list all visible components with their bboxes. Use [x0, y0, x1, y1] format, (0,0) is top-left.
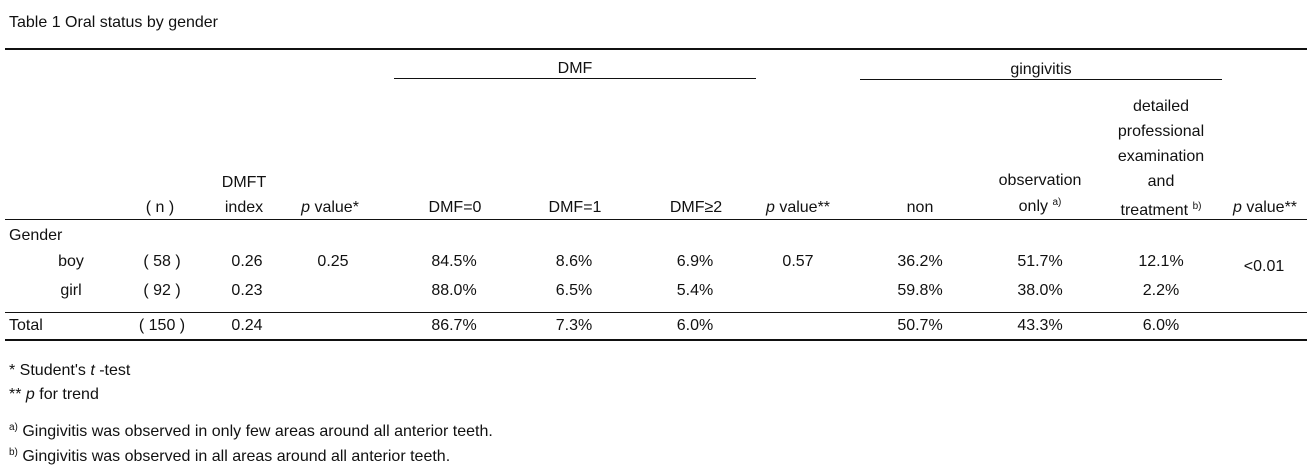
cell-non: 36.2% — [897, 253, 943, 270]
dmf-group-rule — [394, 78, 756, 79]
footnote-b: b) Gingivitis was observed in all areas … — [9, 447, 450, 466]
cell-dmf2: 6.9% — [676, 253, 714, 270]
p-symbol: p — [301, 199, 310, 216]
cell-dmf2: 6.0% — [676, 317, 714, 334]
cell-dmf0: 84.5% — [431, 253, 477, 270]
header-detailed-line2: professional — [1117, 123, 1205, 140]
section-label-gender: Gender — [9, 227, 63, 244]
p-symbol: p — [765, 199, 775, 216]
dmf-group-header: DMF — [557, 60, 593, 77]
top-rule — [5, 48, 1307, 50]
cell-dmft: 0.24 — [231, 317, 263, 334]
header-detailed-line4: and — [1147, 173, 1175, 190]
cell-n: ( 92 ) — [143, 282, 181, 299]
t-symbol: t — [90, 362, 95, 379]
header-dmf1: DMF=1 — [548, 199, 602, 216]
gingivitis-group-rule — [860, 79, 1222, 80]
cell-dmft: 0.26 — [231, 253, 263, 270]
cell-detailed: 12.1% — [1138, 253, 1184, 270]
row-label: boy — [58, 253, 84, 270]
cell-n: ( 58 ) — [143, 253, 181, 270]
header-dmf0: DMF=0 — [428, 199, 482, 216]
table-title: Table 1 Oral status by gender — [9, 14, 219, 31]
header-observation-text: only — [1018, 198, 1048, 215]
cell-dmf1: 8.6% — [555, 253, 593, 270]
header-p-value-1: p value* — [301, 199, 359, 217]
row-label-total: Total — [9, 317, 43, 334]
footnote-text: Gingivitis was observed in all areas aro… — [17, 448, 451, 465]
cell-p2: 0.57 — [782, 253, 814, 270]
footnote-text: ** — [9, 386, 26, 403]
cell-dmf1: 7.3% — [555, 317, 593, 334]
footnote-marker-b: b) — [9, 447, 18, 458]
total-top-rule — [5, 312, 1307, 313]
footnote-trend: ** p for trend — [9, 386, 99, 404]
cell-observation: 38.0% — [1017, 282, 1063, 299]
header-detailed-line3: examination — [1117, 148, 1205, 165]
cell-dmf2: 5.4% — [676, 282, 714, 299]
gingivitis-group-header: gingivitis — [1010, 61, 1072, 78]
footnote-text: for trend — [34, 386, 99, 403]
header-bottom-rule — [5, 219, 1307, 220]
cell-observation: 43.3% — [1017, 317, 1063, 334]
cell-p1: 0.25 — [317, 253, 349, 270]
p-value-label: value** — [774, 199, 831, 216]
cell-detailed: 2.2% — [1142, 282, 1180, 299]
header-n: ( n ) — [145, 199, 175, 216]
footnote-marker-a: a) — [1052, 197, 1062, 208]
footnote-ttest: * Student's t -test — [9, 362, 130, 380]
header-p-value-2: p value** — [766, 199, 830, 217]
footnote-a: a) Gingivitis was observed in only few a… — [9, 422, 493, 441]
header-observation-line2: only a) — [1019, 197, 1062, 216]
cell-dmf1: 6.5% — [555, 282, 593, 299]
cell-n: ( 150 ) — [138, 317, 186, 334]
cell-non: 59.8% — [897, 282, 943, 299]
header-observation-line1: observation — [998, 172, 1082, 189]
cell-observation: 51.7% — [1017, 253, 1063, 270]
p-symbol: p — [1232, 199, 1242, 216]
header-non: non — [906, 199, 934, 216]
header-detailed-line1: detailed — [1132, 98, 1190, 115]
header-detailed-line5: treatment b) — [1121, 194, 1202, 223]
cell-non: 50.7% — [897, 317, 943, 334]
footnote-marker-a: a) — [9, 422, 18, 433]
header-detailed-text: treatment — [1120, 202, 1189, 219]
p-value-label: value** — [1241, 199, 1298, 216]
header-dmft-line2: index — [224, 199, 264, 216]
cell-detailed: 6.0% — [1142, 317, 1180, 334]
p-value-label: value* — [309, 199, 359, 216]
row-label: girl — [60, 282, 82, 299]
footnote-text: * Student's — [9, 362, 91, 379]
footnote-text: -test — [94, 362, 131, 379]
footnote-text: Gingivitis was observed in only few area… — [17, 423, 493, 440]
header-dmft-line1: DMFT — [221, 174, 267, 191]
bottom-rule — [5, 339, 1307, 341]
footnote-marker-b: b) — [1192, 201, 1202, 212]
cell-dmf0: 86.7% — [431, 317, 477, 334]
header-dmf2: DMF≥2 — [669, 199, 723, 216]
cell-p3: <0.01 — [1243, 258, 1285, 275]
cell-dmf0: 88.0% — [431, 282, 477, 299]
header-p-value-3: p value** — [1233, 199, 1297, 217]
p-symbol: p — [25, 386, 35, 403]
cell-dmft: 0.23 — [231, 282, 263, 299]
